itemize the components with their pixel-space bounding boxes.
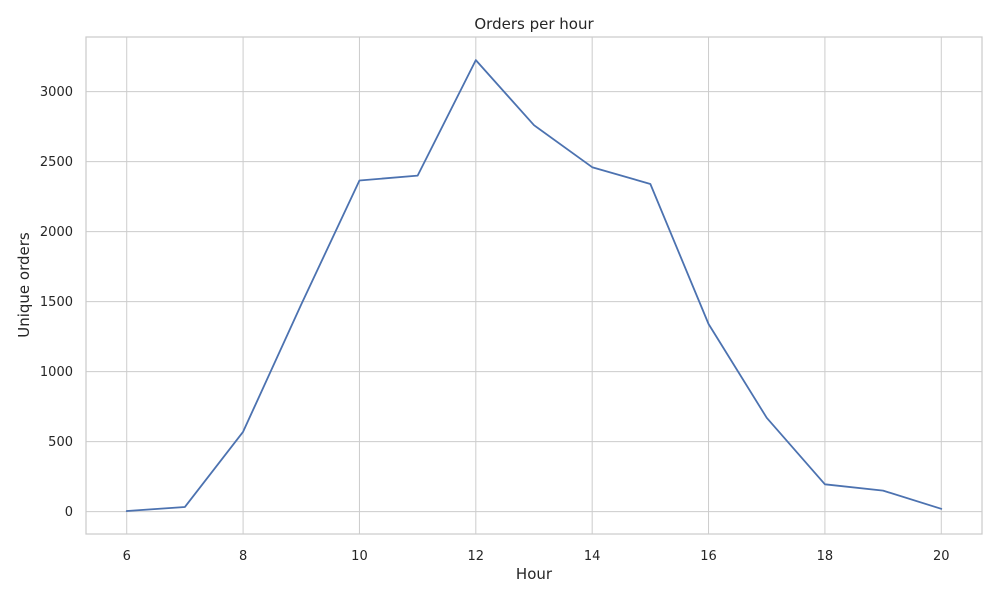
chart-title: Orders per hour bbox=[474, 15, 594, 33]
x-grid bbox=[126, 37, 942, 534]
y-tick-label: 500 bbox=[48, 435, 73, 450]
y-tick-labels: 0 500 1000 1500 2000 2500 3000 bbox=[40, 85, 73, 520]
x-tick-label: 12 bbox=[468, 549, 485, 564]
x-tick-label: 18 bbox=[817, 549, 834, 564]
y-tick-label: 1500 bbox=[40, 295, 73, 310]
x-tick-label: 20 bbox=[933, 549, 950, 564]
x-tick-label: 6 bbox=[123, 549, 131, 564]
x-axis-label: Hour bbox=[516, 565, 553, 583]
y-tick-label: 1000 bbox=[40, 365, 73, 380]
y-tick-label: 2500 bbox=[40, 155, 73, 170]
y-grid bbox=[86, 91, 982, 513]
x-tick-label: 14 bbox=[584, 549, 601, 564]
y-tick-label: 3000 bbox=[40, 85, 73, 100]
x-tick-labels: 6 8 10 12 14 16 18 20 bbox=[123, 549, 950, 564]
y-tick-label: 2000 bbox=[40, 225, 73, 240]
plot-area bbox=[85, 36, 983, 535]
y-axis-label: Unique orders bbox=[15, 232, 33, 338]
x-tick-label: 16 bbox=[700, 549, 717, 564]
y-tick-label: 0 bbox=[65, 505, 73, 520]
data-points bbox=[126, 60, 942, 512]
x-tick-label: 8 bbox=[239, 549, 247, 564]
x-tick-label: 10 bbox=[351, 549, 368, 564]
